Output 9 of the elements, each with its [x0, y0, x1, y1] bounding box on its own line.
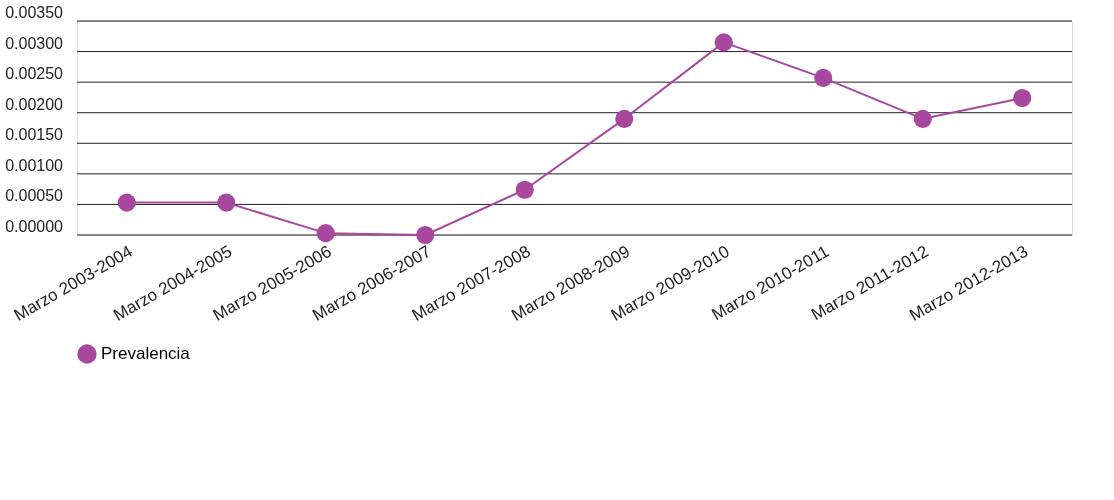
y-tick-label: 0.00150 [5, 126, 64, 144]
y-tick-label: 0.00050 [5, 187, 64, 205]
y-tick-label: 0.00250 [5, 65, 64, 83]
y-tick-label: 0.00000 [5, 218, 64, 235]
legend-label: Prevalencia [101, 344, 191, 363]
y-tick-label: 0.00350 [5, 4, 64, 21]
y-tick-label: 0.00200 [5, 95, 64, 113]
y-tick-label: 0.00100 [5, 156, 64, 174]
y-tick-label: 0.00300 [5, 34, 64, 52]
